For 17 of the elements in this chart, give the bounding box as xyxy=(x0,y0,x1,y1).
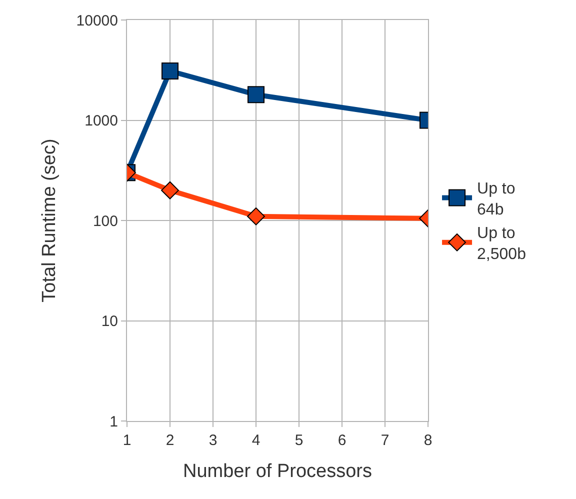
y-tick-label: 1000 xyxy=(84,112,118,130)
x-tick-label: 2 xyxy=(166,432,174,449)
legend-label: Up to 64b xyxy=(477,180,516,218)
x-tick-label: 3 xyxy=(208,432,218,449)
legend-label: Up to 2,500b xyxy=(477,225,526,264)
y-tick-label: 10000 xyxy=(76,12,118,30)
y-tick-label: 10 xyxy=(101,313,118,330)
x-tick-label: 1 xyxy=(122,432,132,449)
y-axis-title: Total Runtime (sec) xyxy=(39,138,60,302)
x-tick-label: 6 xyxy=(338,432,346,449)
x-tick-label: 7 xyxy=(380,432,390,449)
y-tick-label: 1 xyxy=(110,413,118,430)
x-tick-label: 8 xyxy=(424,432,432,449)
x-axis-title: Number of Processors xyxy=(182,460,372,482)
x-tick-label: 5 xyxy=(294,432,304,449)
y-tick-label: 100 xyxy=(92,212,118,230)
x-tick-label: 4 xyxy=(252,432,260,449)
